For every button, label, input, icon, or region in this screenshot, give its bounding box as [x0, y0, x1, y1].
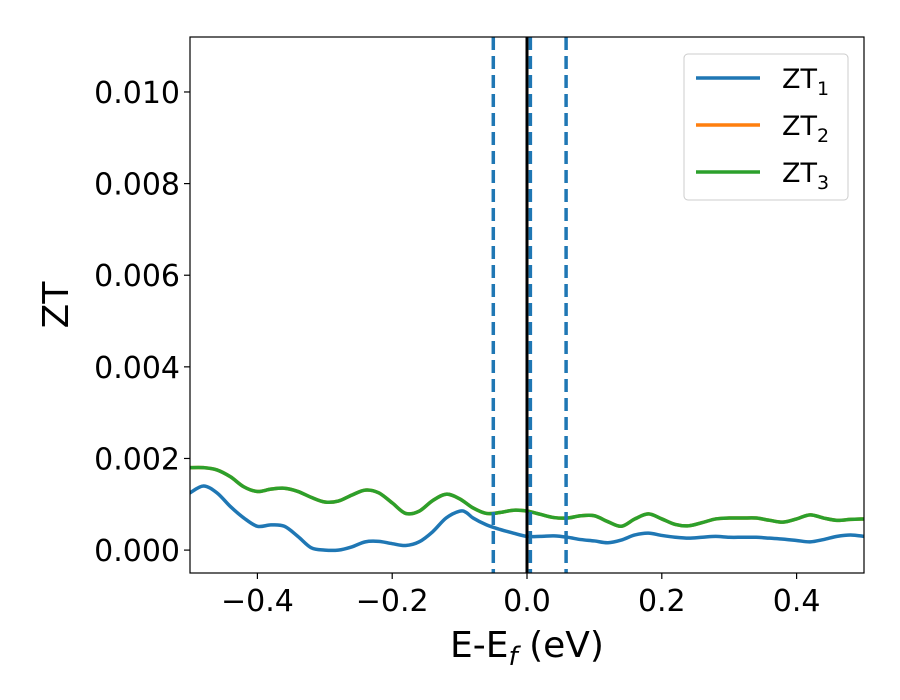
y-tick-label: 0.002	[94, 442, 180, 477]
legend-label-zt2: ZT2	[782, 111, 829, 147]
x-tick-label: 0.0	[503, 584, 551, 619]
legend-box	[683, 53, 849, 201]
x-tick-label: −0.2	[356, 584, 429, 619]
series-line-zt1	[190, 484, 864, 553]
legend: ZT1 ZT2 ZT3	[683, 53, 849, 201]
y-tick-label: 0.006	[94, 259, 180, 294]
y-tick-label: 0.008	[94, 168, 180, 203]
y-tick-label: 0.010	[94, 76, 180, 111]
y-axis: 0.000 0.002 0.004 0.006 0.008 0.010	[94, 76, 190, 569]
legend-label-zt3: ZT3	[782, 158, 829, 194]
x-axis-label: E-Ef (eV)	[450, 625, 604, 672]
y-tick-label: 0.004	[94, 351, 180, 386]
y-axis-label: ZT	[36, 281, 77, 329]
x-tick-label: 0.2	[638, 584, 686, 619]
y-tick-label: 0.000	[94, 534, 180, 569]
x-axis-label-main: E-E	[450, 625, 508, 666]
x-axis-label-unit: (eV)	[518, 625, 604, 666]
x-tick-label: 0.4	[773, 584, 821, 619]
x-tick-label: −0.4	[221, 584, 294, 619]
plot-area	[190, 37, 864, 573]
legend-label-zt1: ZT1	[782, 64, 829, 100]
x-axis: −0.4 −0.2 0.0 0.2 0.4	[221, 573, 820, 619]
